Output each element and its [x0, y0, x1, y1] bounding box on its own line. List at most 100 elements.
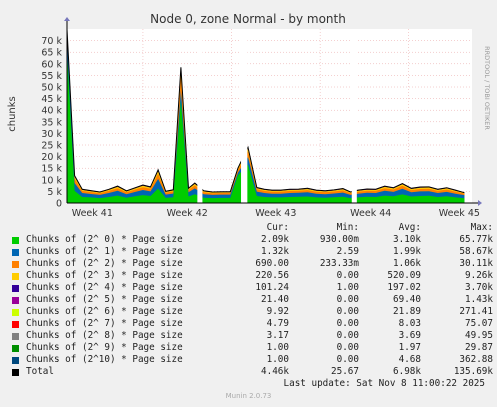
y-tick-label: 65 k — [41, 48, 62, 59]
legend-avg: 1.99k — [393, 246, 421, 257]
x-tick-label: Week 42 — [167, 208, 208, 219]
plot-area — [67, 29, 472, 203]
y-tick-label: 45 k — [41, 94, 62, 105]
legend-label: Chunks of (2^ 6) * Page size — [26, 306, 183, 317]
y-axis-arrow — [64, 17, 70, 21]
legend-avg: 21.89 — [393, 306, 421, 317]
side-watermark-label: RRDTOOL / TOBI OETIKER — [483, 46, 491, 130]
legend-swatch — [12, 320, 19, 328]
x-tick-label: Week 41 — [72, 208, 113, 219]
legend-row: Chunks of (2^ 4) * Page size 101.24 1.00 19… — [12, 282, 493, 294]
y-tick-label: 55 k — [41, 71, 62, 82]
legend-max: 49.95 — [465, 330, 493, 341]
y-tick-label: 70 k — [41, 36, 62, 47]
legend-min: 0.00 — [336, 270, 359, 281]
legend-swatch — [12, 308, 19, 316]
legend-label: Total — [26, 366, 54, 377]
legend-label: Chunks of (2^ 9) * Page size — [26, 342, 183, 353]
legend-min: 0.00 — [336, 342, 359, 353]
legend-swatch — [12, 296, 19, 304]
series-areas — [66, 28, 465, 204]
x-tick-label: Week 43 — [255, 208, 296, 219]
legend-swatch — [12, 260, 19, 268]
legend-avg: 1.06k — [393, 258, 421, 269]
legend-cur: 1.00 — [266, 342, 289, 353]
header-min: Min: — [336, 222, 359, 233]
legend-label: Chunks of (2^10) * Page size — [26, 354, 183, 365]
legend-row: Chunks of (2^ 7) * Page size 4.79 0.00 8.03… — [12, 318, 493, 330]
legend-max: 1.43k — [465, 294, 493, 305]
header-cur: Cur: — [266, 222, 289, 233]
legend-max: 30.11k — [459, 258, 493, 269]
legend-avg: 3.10k — [393, 234, 421, 245]
x-axis-arrow — [478, 200, 482, 206]
legend-label: Chunks of (2^ 0) * Page size — [26, 234, 183, 245]
legend-swatch — [12, 332, 19, 340]
legend-row: Chunks of (2^ 2) * Page size 690.00 233.33… — [12, 258, 493, 270]
header-max: Max: — [470, 222, 493, 233]
legend-row: Chunks of (2^ 1) * Page size 1.32k 2.59 1.9… — [12, 246, 493, 258]
legend-max: 65.77k — [459, 234, 493, 245]
x-tick-label: Week 45 — [439, 208, 480, 219]
legend-label: Chunks of (2^ 4) * Page size — [26, 282, 183, 293]
y-tick-label: 60 k — [41, 59, 62, 70]
legend-min: 0.00 — [336, 306, 359, 317]
legend-label: Chunks of (2^ 1) * Page size — [26, 246, 183, 257]
legend-header: Cur: Min: Avg: Max: — [12, 222, 493, 234]
legend-row: Chunks of (2^ 5) * Page size 21.40 0.00 69.… — [12, 294, 493, 306]
legend-label: Chunks of (2^ 5) * Page size — [26, 294, 183, 305]
legend-swatch — [12, 356, 19, 364]
legend-row: Chunks of (2^ 9) * Page size 1.00 0.00 1.97… — [12, 342, 493, 354]
legend-avg: 3.69 — [398, 330, 421, 341]
y-tick-label: 5 k — [47, 187, 62, 198]
y-axis-label: chunks — [7, 96, 18, 132]
legend-row: Chunks of (2^ 6) * Page size 9.92 0.00 21.8… — [12, 306, 493, 318]
legend-cur: 101.24 — [255, 282, 289, 293]
legend-min: 930.00m — [319, 234, 359, 245]
legend-avg: 4.68 — [398, 354, 421, 365]
data-gap — [241, 29, 248, 203]
data-gap — [351, 29, 357, 203]
y-tick-label: 15 k — [41, 164, 62, 175]
header-avg: Avg: — [398, 222, 421, 233]
legend-max: 9.26k — [465, 270, 493, 281]
grid — [67, 29, 472, 203]
legend-cur: 2.09k — [261, 234, 289, 245]
legend-row: Chunks of (2^ 0) * Page size 2.09k 930.00m… — [12, 234, 493, 246]
legend-min: 0.00 — [336, 294, 359, 305]
legend-swatch — [12, 272, 19, 280]
series-total-line — [66, 28, 465, 194]
footer-version: Munin 2.0.73 — [225, 392, 272, 400]
legend-min: 0.00 — [336, 318, 359, 329]
axes: 05 k10 k15 k20 k25 k30 k35 k40 k45 k50 k… — [41, 17, 482, 219]
legend-row: Chunks of (2^10) * Page size 1.00 0.00 4.68… — [12, 354, 493, 366]
legend-rows: Chunks of (2^ 0) * Page size 2.09k 930.00m… — [12, 234, 493, 378]
legend-cur: 220.56 — [255, 270, 289, 281]
y-tick-label: 50 k — [41, 83, 62, 94]
y-tick-label: 0 — [56, 199, 62, 210]
legend-cur: 3.17 — [266, 330, 289, 341]
legend-min: 0.00 — [336, 330, 359, 341]
legend-avg: 6.98k — [393, 366, 421, 377]
legend-avg: 69.40 — [393, 294, 421, 305]
legend-max: 271.41 — [459, 306, 493, 317]
legend-max: 58.67k — [459, 246, 493, 257]
last-update: Last update: Sat Nov 8 11:00:22 2025 — [283, 378, 486, 389]
y-tick-label: 20 k — [41, 152, 62, 163]
legend-cur: 1.32k — [261, 246, 289, 257]
legend-cur: 4.79 — [266, 318, 289, 329]
legend-label: Chunks of (2^ 3) * Page size — [26, 270, 183, 281]
y-tick-label: 10 k — [41, 175, 62, 186]
legend-min: 1.00 — [336, 282, 359, 293]
legend-min: 2.59 — [336, 246, 359, 257]
legend-max: 3.70k — [465, 282, 493, 293]
legend-max: 75.07 — [465, 318, 493, 329]
legend-cur: 690.00 — [255, 258, 289, 269]
legend-cur: 1.00 — [266, 354, 289, 365]
legend-label: Chunks of (2^ 2) * Page size — [26, 258, 183, 269]
legend-swatch — [12, 368, 19, 376]
legend-cur: 21.40 — [261, 294, 289, 305]
chart-title: Node 0, zone Normal - by month — [150, 12, 346, 26]
